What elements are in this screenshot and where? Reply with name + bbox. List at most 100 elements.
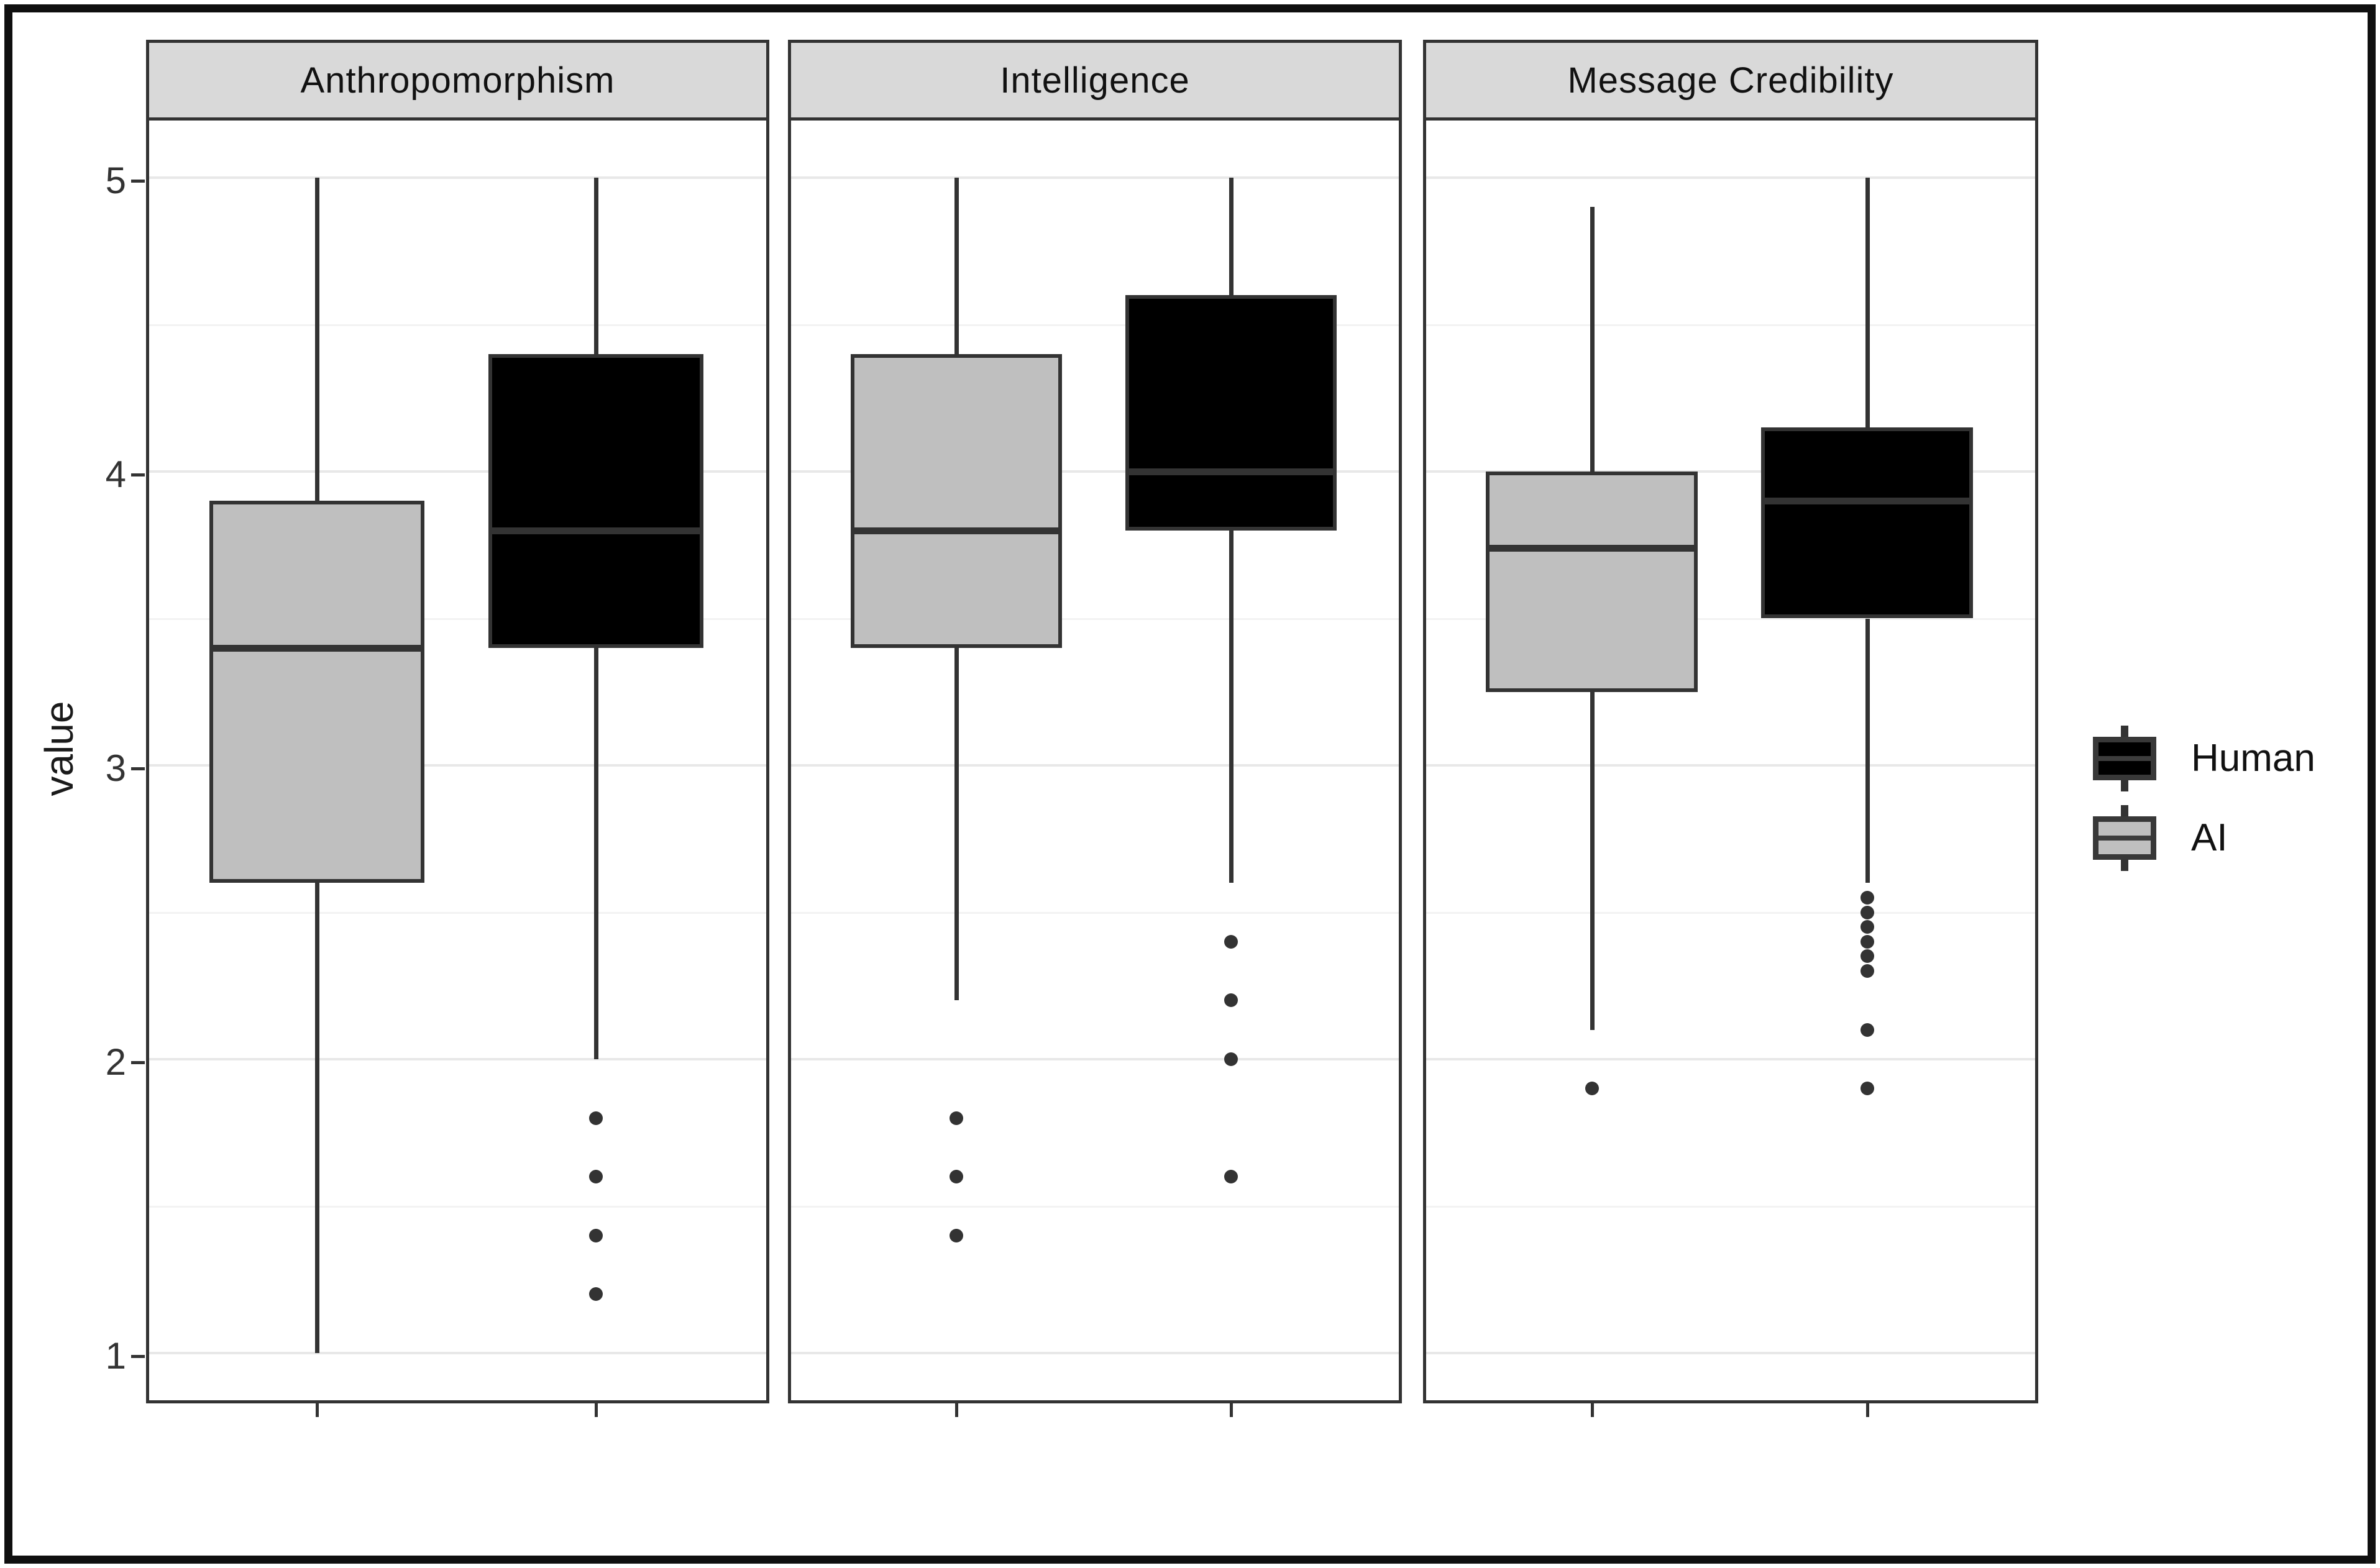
facet-panel-message-credibility <box>1423 121 2038 1417</box>
gridline-minor <box>149 1205 766 1208</box>
boxplot-whisker-upper-human <box>1229 178 1234 296</box>
boxplot-whisker-upper-human <box>593 178 598 354</box>
gridline-major <box>791 470 1399 473</box>
y-tick-label: 1 <box>105 1335 126 1377</box>
legend-key-whisker-icon <box>2121 860 2128 871</box>
boxplot-median-human <box>1125 468 1337 475</box>
facet-strip-label: Anthropomorphism <box>300 60 615 101</box>
y-tick-mark <box>131 1355 145 1358</box>
outlier-point-ai <box>950 1228 964 1242</box>
facet-strip-message-credibility: Message Credibility <box>1423 40 2038 121</box>
boxplot-whisker-lower-human <box>1229 530 1234 883</box>
x-tick-mark <box>594 1403 598 1417</box>
outlier-point-human <box>1860 905 1874 919</box>
legend-key-human <box>2093 726 2156 791</box>
outlier-point-human <box>1224 993 1238 1008</box>
boxplot-whisker-upper-human <box>1865 178 1870 428</box>
legend-key-median-icon <box>2099 836 2151 841</box>
facet-strip-anthropomorphism: Anthropomorphism <box>146 40 769 121</box>
outlier-point-ai <box>950 1111 964 1125</box>
boxplot-median-human <box>488 527 703 534</box>
facet-strip-label: Intelligence <box>1000 60 1190 101</box>
boxplot-whisker-upper-ai <box>315 178 320 501</box>
boxplot-key-icon <box>2093 737 2156 780</box>
gridline-minor <box>1426 618 2035 620</box>
boxplot-median-ai <box>209 644 424 652</box>
outlier-point-ai <box>950 1170 964 1184</box>
boxplot-whisker-lower-ai <box>954 647 959 1001</box>
facet-panel-anthropomorphism <box>146 121 769 1417</box>
x-tick-mark <box>1865 1403 1869 1417</box>
outlier-point-human <box>1860 949 1874 964</box>
outlier-point-human <box>1860 934 1874 949</box>
gridline-major <box>791 1352 1399 1354</box>
x-tick-mark <box>316 1403 319 1417</box>
y-tick-label: 3 <box>105 747 126 789</box>
y-tick-label: 5 <box>105 160 126 201</box>
y-tick-label: 2 <box>105 1041 126 1083</box>
gridline-major <box>791 1058 1399 1060</box>
boxplot-box-ai <box>1486 472 1698 692</box>
gridline-minor <box>149 324 766 326</box>
x-tick-mark <box>1230 1403 1233 1417</box>
legend-key-whisker-icon <box>2121 805 2128 816</box>
gridline-major <box>149 764 766 767</box>
legend-key-median-icon <box>2099 756 2151 761</box>
legend-key-whisker-icon <box>2121 780 2128 791</box>
gridline-minor <box>1426 324 2035 326</box>
gridline-minor <box>1426 1205 2035 1208</box>
boxplot-box-ai <box>209 501 424 883</box>
boxplot-whisker-lower-ai <box>1590 691 1595 1030</box>
outlier-point-human <box>588 1111 603 1125</box>
gridline-major <box>1426 176 2035 179</box>
gridline-minor <box>791 618 1399 620</box>
boxplot-box-human <box>1761 427 1974 619</box>
facet-strip-label: Message Credibility <box>1567 60 1894 101</box>
y-tick-mark <box>131 767 145 770</box>
gridline-major <box>149 1352 766 1354</box>
gridline-minor <box>149 911 766 914</box>
boxplot-key-icon <box>2093 816 2156 860</box>
boxplot-whisker-upper-ai <box>1590 207 1595 472</box>
outlier-point-human <box>1224 1170 1238 1184</box>
legend: Human AI <box>2093 726 2315 871</box>
gridline-major <box>149 1058 766 1060</box>
gridline-major <box>791 764 1399 767</box>
boxplot-whisker-upper-ai <box>954 178 959 354</box>
boxplot-box-human <box>1125 295 1337 531</box>
gridline-major <box>149 470 766 473</box>
outlier-point-human <box>588 1170 603 1184</box>
gridline-major <box>1426 470 2035 473</box>
facet-message-credibility: Message Credibility <box>1423 40 2038 1417</box>
outlier-point-human <box>1224 1052 1238 1066</box>
gridline-minor <box>791 324 1399 326</box>
legend-label-human: Human <box>2191 737 2315 780</box>
gridline-major <box>1426 764 2035 767</box>
boxplot-median-human <box>1761 498 1974 505</box>
outlier-point-human <box>588 1287 603 1301</box>
facet-anthropomorphism: Anthropomorphism <box>146 40 769 1417</box>
x-tick-mark <box>1590 1403 1594 1417</box>
outlier-point-human <box>1860 964 1874 978</box>
boxplot-whisker-lower-human <box>593 647 598 1059</box>
outlier-point-human <box>588 1228 603 1242</box>
facet-strip-intelligence: Intelligence <box>788 40 1402 121</box>
gridline-minor <box>149 618 766 620</box>
gridline-minor <box>791 911 1399 914</box>
legend-label-ai: AI <box>2191 816 2228 859</box>
y-tick-mark <box>131 180 145 183</box>
boxplot-median-ai <box>850 527 1063 534</box>
facet-intelligence: Intelligence <box>788 40 1402 1417</box>
boxplot-box-human <box>488 353 703 648</box>
boxplot-box-ai <box>850 353 1063 648</box>
boxplot-whisker-lower-human <box>1865 618 1870 883</box>
y-tick-label: 4 <box>105 454 126 495</box>
outlier-point-human <box>1860 1023 1874 1037</box>
legend-entry-human: Human <box>2093 726 2315 791</box>
gridline-major <box>149 176 766 179</box>
facet-panel-intelligence <box>788 121 1402 1417</box>
y-tick-mark <box>131 473 145 476</box>
boxplot-median-ai <box>1486 544 1698 552</box>
y-tick-mark <box>131 1061 145 1064</box>
